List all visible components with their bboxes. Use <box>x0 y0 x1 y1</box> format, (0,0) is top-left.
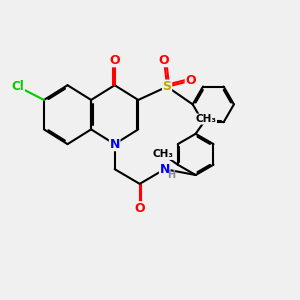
Text: Cl: Cl <box>12 80 25 93</box>
Text: O: O <box>159 54 170 67</box>
Text: O: O <box>185 74 196 87</box>
Text: H: H <box>167 170 175 180</box>
Text: N: N <box>160 163 170 176</box>
Text: CH₃: CH₃ <box>195 114 216 124</box>
Text: O: O <box>110 54 120 67</box>
Text: O: O <box>134 202 145 215</box>
Text: S: S <box>163 80 172 93</box>
Text: N: N <box>110 138 120 151</box>
Text: CH₃: CH₃ <box>153 149 174 159</box>
